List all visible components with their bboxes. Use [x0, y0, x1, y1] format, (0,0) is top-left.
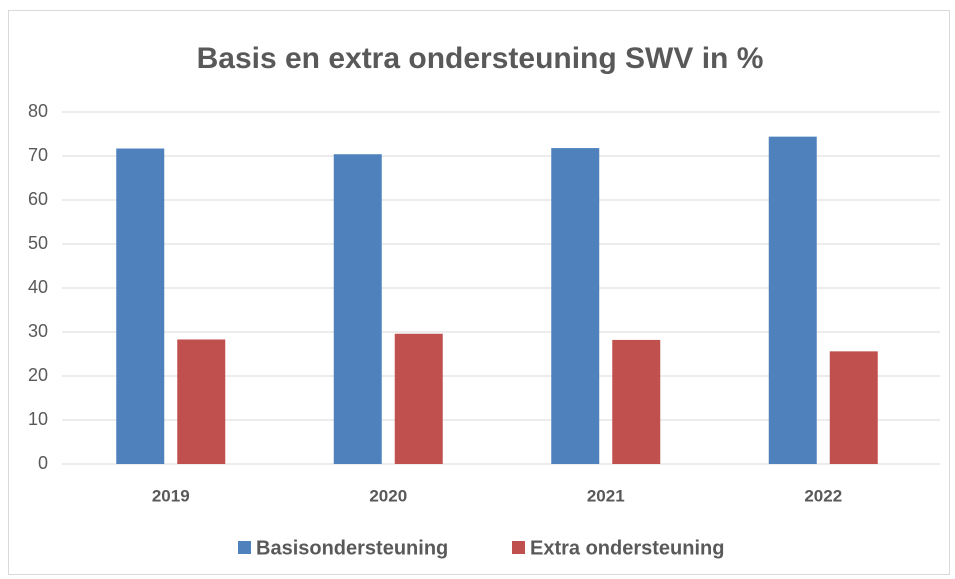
- bar: [333, 154, 382, 465]
- bar: [394, 333, 443, 464]
- x-tick-label: 2021: [587, 486, 625, 505]
- y-tick-label: 60: [28, 189, 48, 209]
- y-tick-label: 0: [38, 453, 48, 473]
- legend-swatch: [238, 541, 251, 554]
- x-tick-label: 2020: [369, 486, 407, 505]
- y-tick-label: 70: [28, 145, 48, 165]
- bar: [177, 339, 226, 464]
- legend-label: Extra ondersteuning: [530, 537, 724, 559]
- legend-swatch: [512, 541, 525, 554]
- y-tick-label: 50: [28, 233, 48, 253]
- y-tick-label: 80: [28, 101, 48, 121]
- y-tick-label: 20: [28, 365, 48, 385]
- y-tick-label: 10: [28, 409, 48, 429]
- x-tick-label: 2019: [152, 486, 190, 505]
- legend-label: Basisondersteuning: [256, 537, 448, 559]
- y-tick-label: 30: [28, 321, 48, 341]
- bar: [612, 339, 661, 464]
- y-tick-label: 40: [28, 277, 48, 297]
- chart-title: Basis en extra ondersteuning SWV in %: [197, 42, 764, 75]
- bar: [116, 148, 165, 464]
- bar: [551, 148, 600, 464]
- x-tick-label: 2022: [804, 486, 842, 505]
- bar: [768, 136, 817, 464]
- bar: [829, 351, 878, 464]
